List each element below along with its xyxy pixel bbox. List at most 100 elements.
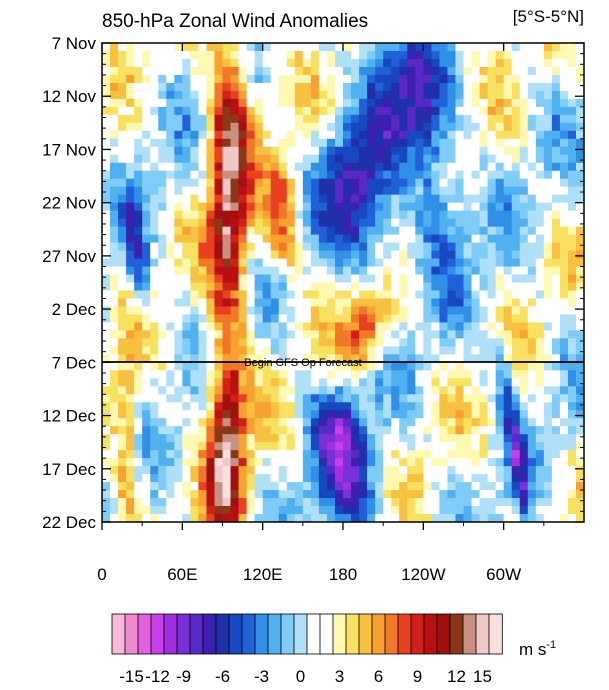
heatmap-cell xyxy=(407,426,416,435)
heatmap-cell xyxy=(206,210,216,220)
heatmap-cell xyxy=(399,258,408,268)
heatmap-cell xyxy=(399,66,408,76)
heatmap-cell xyxy=(511,186,521,196)
heatmap-cell xyxy=(375,162,384,172)
heatmap-cell xyxy=(543,234,553,244)
heatmap-cell xyxy=(158,122,167,132)
heatmap-cell xyxy=(110,482,119,491)
heatmap-cell xyxy=(471,74,481,84)
heatmap-cell xyxy=(559,266,569,276)
heatmap-cell xyxy=(270,186,280,196)
heatmap-cell xyxy=(278,106,288,116)
heatmap-cell xyxy=(575,290,584,300)
heatmap-cell xyxy=(142,442,151,451)
heatmap-cell xyxy=(230,178,240,188)
heatmap-cell xyxy=(230,362,240,371)
heatmap-cell xyxy=(471,234,481,244)
heatmap-cell xyxy=(359,170,368,180)
heatmap-cell xyxy=(182,154,191,164)
heatmap-cell xyxy=(158,130,167,140)
heatmap-cell xyxy=(246,58,256,68)
heatmap-cell xyxy=(206,498,216,507)
heatmap-cell xyxy=(343,410,352,419)
heatmap-cell xyxy=(447,322,457,331)
heatmap-cell xyxy=(479,106,489,116)
heatmap-cell xyxy=(166,402,175,411)
heatmap-cell xyxy=(262,162,272,172)
heatmap-cell xyxy=(238,298,248,308)
heatmap-cell xyxy=(503,418,513,427)
heatmap-cell xyxy=(551,402,561,411)
heatmap-cell xyxy=(399,154,408,164)
heatmap-cell xyxy=(246,386,256,395)
colorbar-swatch xyxy=(163,613,178,655)
heatmap-cell xyxy=(479,322,489,331)
heatmap-cell xyxy=(487,290,497,300)
heatmap-cell xyxy=(286,234,296,244)
heatmap-cell xyxy=(206,354,216,363)
heatmap-cell xyxy=(334,418,344,427)
heatmap-cell xyxy=(375,178,384,188)
heatmap-cell xyxy=(495,170,505,180)
heatmap-cell xyxy=(222,50,232,60)
heatmap-cell xyxy=(575,162,584,172)
heatmap-cell xyxy=(182,178,191,188)
heatmap-cell xyxy=(519,50,529,60)
heatmap-cell xyxy=(487,122,497,132)
heatmap-cell xyxy=(270,386,280,395)
heatmap-cell xyxy=(262,506,272,515)
heatmap-cell xyxy=(318,426,328,435)
heatmap-cell xyxy=(351,298,360,308)
heatmap-cell xyxy=(423,122,432,132)
heatmap-cell xyxy=(479,314,489,324)
heatmap-cell xyxy=(383,402,392,411)
heatmap-cell xyxy=(503,234,513,244)
heatmap-cell xyxy=(238,282,248,292)
x-tick-label: 0 xyxy=(97,565,106,584)
heatmap-cell xyxy=(431,274,440,284)
heatmap-cell xyxy=(286,122,296,132)
heatmap-cell xyxy=(286,146,296,156)
heatmap-cell xyxy=(214,466,224,475)
heatmap-cell xyxy=(559,354,569,363)
heatmap-cell xyxy=(423,466,432,475)
chart-title: 850-hPa Zonal Wind Anomalies xyxy=(102,11,368,32)
heatmap-cell xyxy=(102,370,111,379)
heatmap-cell xyxy=(206,114,216,124)
heatmap-cell xyxy=(142,162,151,172)
heatmap-cell xyxy=(511,43,521,52)
heatmap-cell xyxy=(134,282,143,292)
heatmap-cell xyxy=(391,378,400,387)
heatmap-cell xyxy=(118,298,127,308)
heatmap-cell xyxy=(198,370,208,379)
heatmap-cell xyxy=(238,242,248,252)
heatmap-cell xyxy=(527,506,537,515)
heatmap-cell xyxy=(254,314,264,324)
heatmap-cell xyxy=(142,202,151,212)
heatmap-cell xyxy=(407,114,416,124)
heatmap-cell xyxy=(230,258,240,268)
heatmap-cell xyxy=(391,202,400,212)
heatmap-cell xyxy=(198,210,208,220)
heatmap-cell xyxy=(214,434,224,443)
heatmap-cell xyxy=(559,114,569,124)
heatmap-cell xyxy=(150,226,159,236)
heatmap-cell xyxy=(230,298,240,308)
heatmap-cell xyxy=(407,90,416,100)
heatmap-cell xyxy=(246,138,256,148)
heatmap-cell xyxy=(110,178,119,188)
heatmap-cell xyxy=(407,330,416,339)
heatmap-cell xyxy=(182,58,191,68)
heatmap-cell xyxy=(334,154,344,164)
heatmap-cell xyxy=(110,210,119,220)
heatmap-cell xyxy=(150,210,159,220)
heatmap-cell xyxy=(439,434,449,443)
heatmap-cell xyxy=(158,362,167,371)
heatmap-cell xyxy=(351,90,360,100)
colorbar-label: 15 xyxy=(473,667,492,686)
heatmap-cell xyxy=(399,410,408,419)
heatmap-cell xyxy=(471,402,481,411)
heatmap-cell xyxy=(463,162,473,172)
heatmap-cell xyxy=(503,482,513,491)
heatmap-cell xyxy=(222,402,232,411)
